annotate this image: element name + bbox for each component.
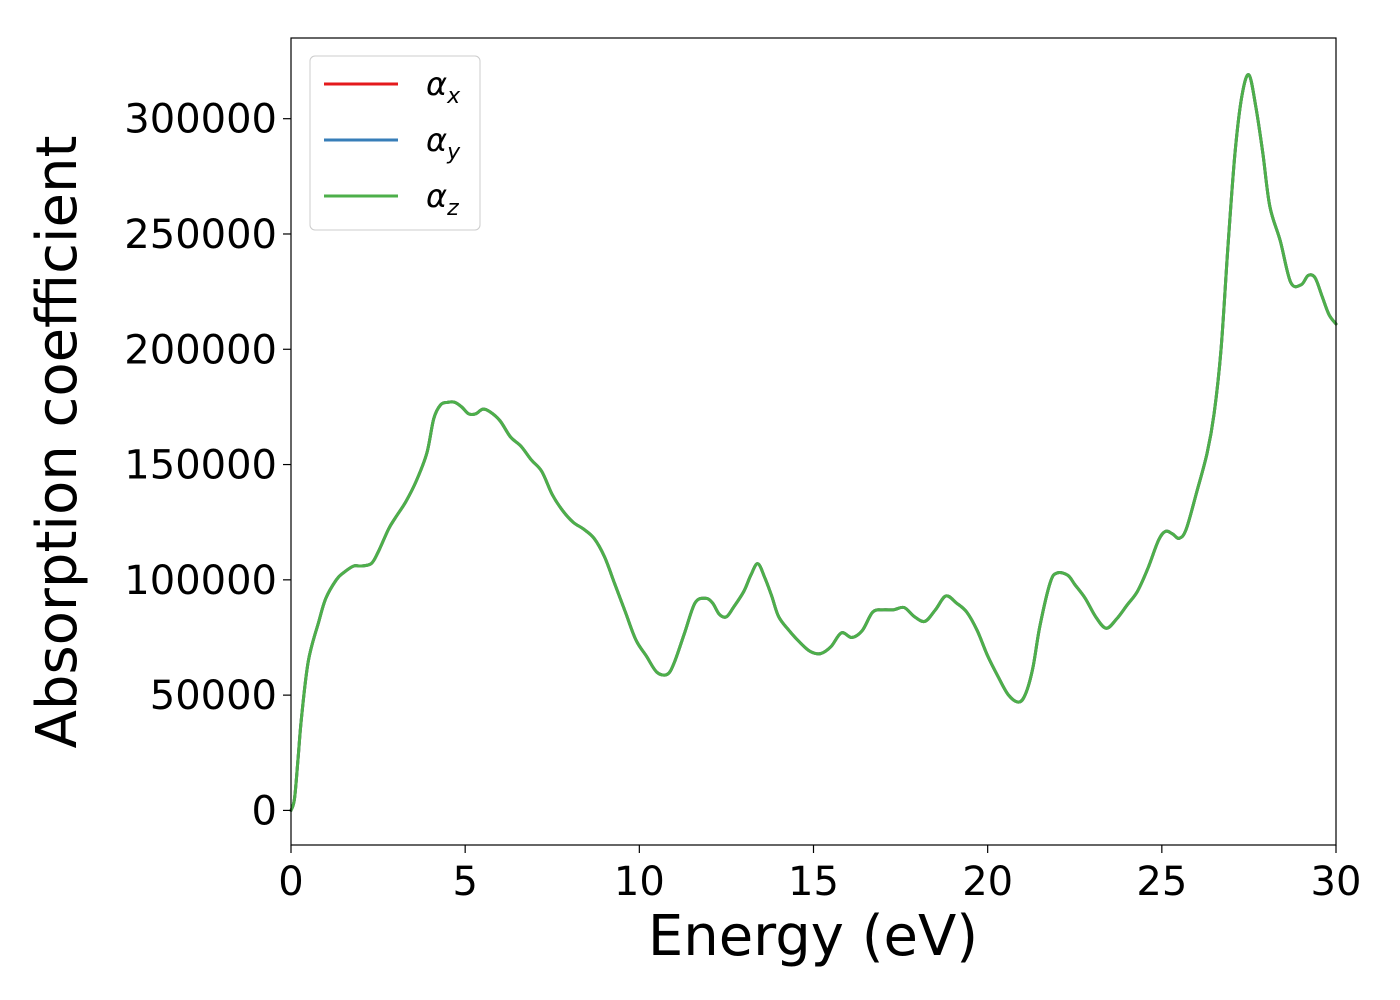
y-tick-label: 200000 [124, 327, 277, 373]
y-tick-label: 0 [252, 788, 277, 834]
legend-label-y: αy [426, 121, 461, 165]
y-axis: 0 50000 100000 150000 200000 250000 300000 [124, 97, 291, 834]
y-tick-label: 250000 [124, 212, 277, 258]
x-tick-label: 5 [452, 859, 477, 905]
x-tick-label: 20 [962, 859, 1013, 905]
y-tick-label: 300000 [124, 97, 277, 143]
legend-label-z: αz [426, 177, 459, 221]
y-axis-label: Absorption coefficient [25, 136, 90, 749]
series-layer [289, 73, 1338, 812]
series-line-z [289, 73, 1338, 812]
x-tick-label: 30 [1311, 859, 1362, 905]
x-tick-label: 15 [788, 859, 839, 905]
x-axis-label: Energy (eV) [648, 904, 978, 969]
y-tick-label: 150000 [124, 443, 277, 489]
legend-box [309, 55, 481, 231]
y-tick-label: 100000 [124, 558, 277, 604]
x-tick-label: 25 [1136, 859, 1187, 905]
y-tick-label: 50000 [150, 673, 277, 719]
x-axis: 0 5 10 15 20 25 30 [278, 845, 1361, 905]
legend-label-x: αx [426, 65, 461, 109]
x-tick-label: 10 [614, 859, 665, 905]
legend: αx αy αz [309, 55, 481, 231]
x-tick-label: 0 [278, 859, 303, 905]
